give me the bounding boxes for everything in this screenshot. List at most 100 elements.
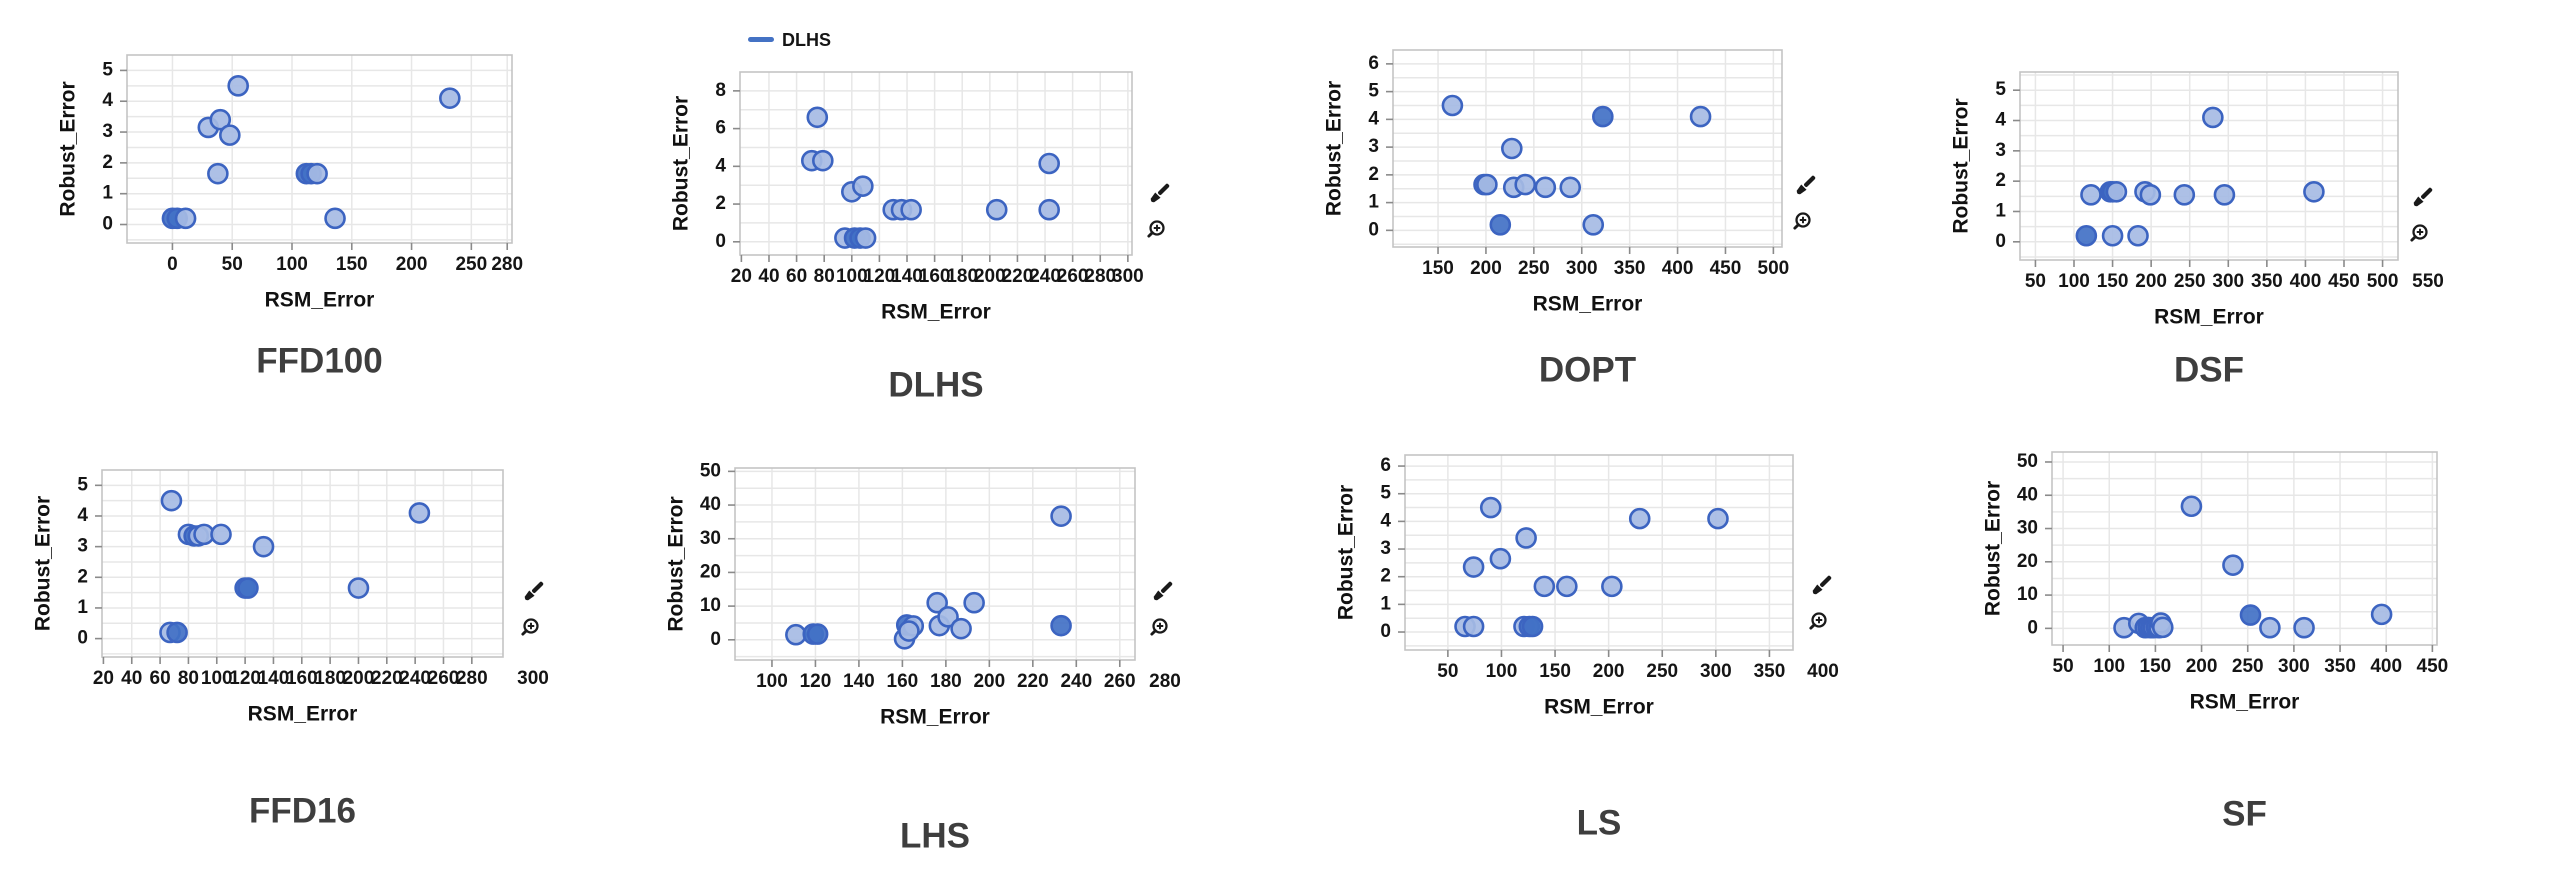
data-point[interactable] bbox=[439, 87, 461, 109]
data-point[interactable] bbox=[166, 621, 188, 644]
data-point[interactable] bbox=[324, 207, 346, 230]
data-point[interactable] bbox=[408, 502, 431, 524]
data-point[interactable] bbox=[985, 198, 1008, 221]
data-point[interactable] bbox=[2239, 604, 2262, 626]
data-point[interactable] bbox=[812, 149, 834, 172]
data-point[interactable] bbox=[227, 75, 249, 97]
data-point[interactable] bbox=[2303, 180, 2325, 203]
plot-area[interactable] bbox=[2051, 451, 2438, 646]
data-point[interactable] bbox=[237, 577, 259, 599]
data-point[interactable] bbox=[1689, 105, 1712, 128]
data-point[interactable] bbox=[1514, 173, 1537, 196]
x-tick-label: 100 bbox=[836, 266, 868, 287]
brush-icon[interactable] bbox=[1811, 574, 1833, 596]
plot-area[interactable] bbox=[2019, 71, 2399, 261]
data-point[interactable] bbox=[1441, 94, 1464, 117]
data-point[interactable] bbox=[209, 108, 232, 131]
zoom-in-icon[interactable] bbox=[521, 618, 539, 636]
data-point[interactable] bbox=[1038, 198, 1060, 221]
data-point[interactable] bbox=[1050, 614, 1072, 637]
y-axis: 0 1 2 3 4 5 bbox=[77, 474, 102, 649]
data-point[interactable] bbox=[1489, 547, 1512, 570]
data-point[interactable] bbox=[347, 577, 370, 599]
x-tick-label: 300 bbox=[1112, 266, 1144, 287]
data-point[interactable] bbox=[926, 591, 948, 614]
data-point[interactable] bbox=[900, 198, 922, 221]
brush-icon[interactable] bbox=[2412, 186, 2434, 208]
brush-icon[interactable] bbox=[1795, 174, 1817, 196]
data-point[interactable] bbox=[174, 207, 197, 230]
plot-area[interactable] bbox=[1404, 454, 1794, 651]
data-point[interactable] bbox=[2213, 184, 2236, 206]
data-point[interactable] bbox=[2222, 554, 2244, 576]
data-point[interactable] bbox=[2293, 616, 2315, 639]
data-point[interactable] bbox=[1534, 176, 1557, 199]
data-point[interactable] bbox=[2101, 224, 2124, 247]
data-point[interactable] bbox=[1556, 575, 1578, 598]
y-tick-label: 5 bbox=[1368, 81, 1379, 102]
plot-area[interactable] bbox=[1392, 49, 1783, 248]
plot-area[interactable] bbox=[126, 54, 513, 244]
data-point[interactable] bbox=[1707, 507, 1729, 530]
data-point[interactable] bbox=[306, 162, 328, 185]
data-point[interactable] bbox=[806, 106, 829, 129]
data-point[interactable] bbox=[2370, 603, 2393, 626]
data-point[interactable] bbox=[937, 606, 959, 628]
data-point[interactable] bbox=[1501, 137, 1523, 160]
data-point[interactable] bbox=[1592, 105, 1614, 128]
zoom-in-icon[interactable] bbox=[1147, 220, 1165, 238]
data-point[interactable] bbox=[950, 617, 972, 640]
data-point[interactable] bbox=[2139, 184, 2162, 206]
data-point[interactable] bbox=[2259, 616, 2281, 639]
data-point[interactable] bbox=[963, 591, 985, 614]
data-point[interactable] bbox=[1601, 575, 1623, 598]
data-point[interactable] bbox=[1462, 615, 1485, 638]
data-point[interactable] bbox=[2080, 184, 2102, 206]
data-point[interactable] bbox=[1582, 214, 1605, 236]
data-point[interactable] bbox=[160, 489, 183, 512]
data-point[interactable] bbox=[219, 124, 241, 146]
data-point[interactable] bbox=[1628, 507, 1651, 530]
data-point[interactable] bbox=[898, 620, 920, 642]
x-tick-label: 60 bbox=[786, 266, 807, 287]
brush-icon[interactable] bbox=[1149, 182, 1171, 204]
plot-area[interactable] bbox=[739, 71, 1133, 256]
data-point[interactable] bbox=[854, 227, 877, 249]
data-point[interactable] bbox=[2202, 106, 2224, 129]
data-point[interactable] bbox=[806, 623, 829, 645]
data-point[interactable] bbox=[852, 175, 874, 197]
data-point[interactable] bbox=[1559, 176, 1582, 199]
zoom-in-icon[interactable] bbox=[1793, 212, 1811, 230]
x-tick-label: 50 bbox=[222, 254, 243, 275]
data-point[interactable] bbox=[252, 535, 275, 558]
y-tick-label: 3 bbox=[1995, 140, 2006, 161]
y-tick-label: 6 bbox=[715, 118, 726, 139]
x-axis: 100 120 140 160 180 200 220 240 260 280 bbox=[756, 660, 1181, 692]
data-point[interactable] bbox=[1050, 505, 1072, 527]
zoom-in-icon[interactable] bbox=[1809, 612, 1827, 630]
data-point[interactable] bbox=[1515, 527, 1537, 549]
data-point[interactable] bbox=[1462, 556, 1485, 578]
data-point[interactable] bbox=[1521, 615, 1544, 638]
data-point[interactable] bbox=[2127, 224, 2149, 247]
data-point[interactable] bbox=[1533, 575, 1556, 598]
x-tick-label: 60 bbox=[150, 668, 171, 689]
data-point[interactable] bbox=[210, 523, 232, 546]
x-axis-title: RSM_Error bbox=[1544, 696, 1654, 719]
data-point[interactable] bbox=[1038, 152, 1060, 175]
zoom-in-icon[interactable] bbox=[2410, 224, 2428, 242]
scatter-points bbox=[1454, 496, 1729, 638]
plot-area[interactable] bbox=[734, 467, 1136, 661]
data-point[interactable] bbox=[2180, 495, 2203, 518]
zoom-in-icon[interactable] bbox=[1150, 618, 1168, 636]
data-point[interactable] bbox=[2105, 180, 2128, 203]
data-point[interactable] bbox=[207, 162, 229, 185]
data-point[interactable] bbox=[2075, 224, 2098, 247]
brush-icon[interactable] bbox=[1152, 580, 1174, 602]
data-point[interactable] bbox=[1476, 173, 1498, 196]
brush-icon[interactable] bbox=[523, 580, 545, 602]
data-point[interactable] bbox=[2151, 616, 2174, 639]
data-point[interactable] bbox=[1479, 496, 1502, 519]
data-point[interactable] bbox=[1489, 214, 1512, 236]
data-point[interactable] bbox=[2173, 184, 2196, 206]
